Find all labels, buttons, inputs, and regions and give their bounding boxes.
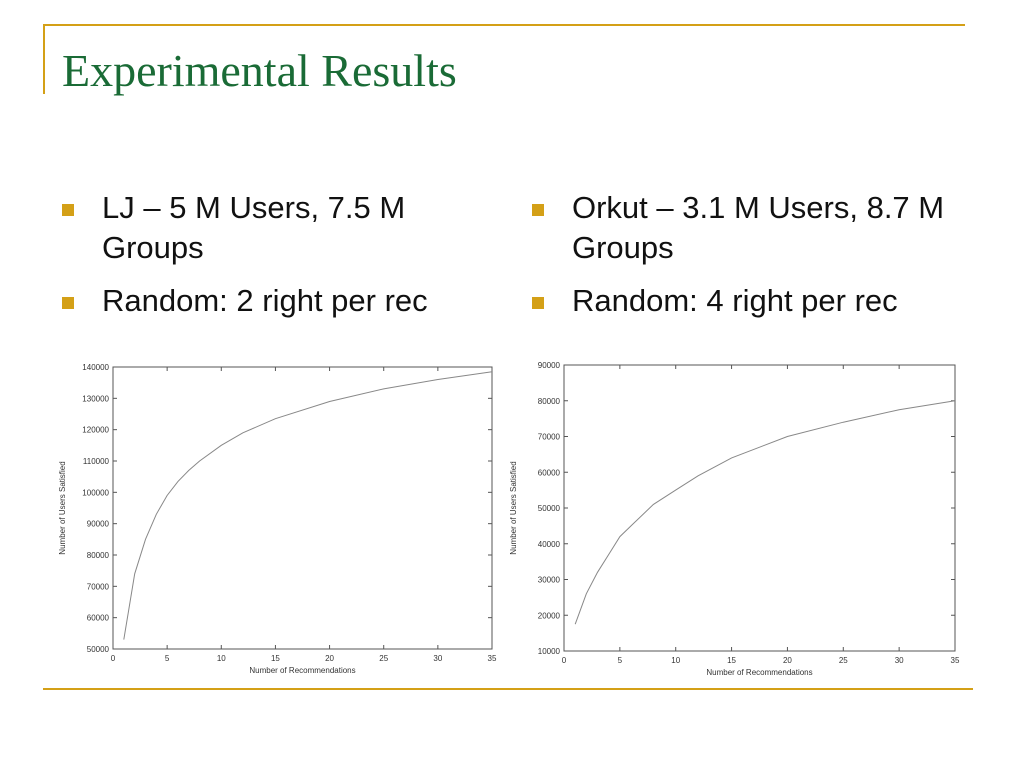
series-line — [123, 371, 493, 640]
orkut-chart-svg: 10000 20000 30000 40000 50000 60000 70000 80000… — [509, 361, 960, 677]
x-tick-label: 5 — [618, 656, 623, 665]
x-tick-label: 30 — [895, 656, 904, 665]
y-tick-label: 140000 — [82, 363, 109, 372]
y-tick-label: 50000 — [538, 504, 561, 513]
x-tick-label: 25 — [379, 654, 388, 663]
bullet-item: Orkut – 3.1 M Users, 8.7 M Groups — [532, 188, 952, 268]
y-tick-label: 120000 — [82, 426, 109, 435]
y-tick-label: 100000 — [82, 488, 109, 497]
square-bullet-icon — [532, 297, 544, 309]
right-bullet-list: Orkut – 3.1 M Users, 8.7 M Groups Random… — [532, 188, 952, 334]
orkut-chart: 10000 20000 30000 40000 50000 60000 70000 80000… — [505, 355, 965, 685]
y-tick-label: 70000 — [87, 582, 110, 591]
y-tick-label: 60000 — [87, 614, 110, 623]
x-tick-label: 15 — [727, 656, 736, 665]
square-bullet-icon — [62, 297, 74, 309]
x-tick-label: 35 — [951, 656, 960, 665]
x-tick-label: 5 — [165, 654, 170, 663]
x-tick-label: 20 — [783, 656, 792, 665]
series-line — [574, 400, 956, 625]
bullet-text: Random: 2 right per rec — [102, 283, 428, 318]
x-tick-label: 35 — [488, 654, 497, 663]
y-tick-label: 90000 — [538, 361, 561, 370]
square-bullet-icon — [532, 204, 544, 216]
slide-title: Experimental Results — [62, 45, 457, 96]
x-tick-label: 25 — [839, 656, 848, 665]
y-tick-label: 30000 — [538, 576, 561, 585]
y-tick-label: 20000 — [538, 611, 561, 620]
y-tick-label: 50000 — [87, 645, 110, 654]
x-tick-label: 20 — [325, 654, 334, 663]
x-axis-label: Number of Recommendations — [706, 668, 812, 677]
bullet-item: LJ – 5 M Users, 7.5 M Groups — [62, 188, 482, 268]
x-tick-label: 10 — [671, 656, 680, 665]
y-tick-label: 80000 — [87, 551, 110, 560]
x-tick-label: 10 — [217, 654, 226, 663]
x-tick-label: 0 — [111, 654, 116, 663]
frame-left-rule — [43, 24, 45, 94]
plot-frame — [563, 364, 956, 652]
y-tick-label: 60000 — [538, 468, 561, 477]
left-bullet-list: LJ – 5 M Users, 7.5 M Groups Random: 2 r… — [62, 188, 482, 334]
y-tick-label: 10000 — [538, 647, 561, 656]
bullet-item: Random: 4 right per rec — [532, 281, 952, 321]
x-tick-label: 0 — [562, 656, 567, 665]
bullet-text: Orkut – 3.1 M Users, 8.7 M Groups — [572, 190, 945, 265]
x-axis-label: Number of Recommendations — [249, 666, 355, 675]
bullet-text: Random: 4 right per rec — [572, 283, 898, 318]
frame-bottom-rule — [43, 688, 973, 690]
y-tick-label: 130000 — [82, 394, 109, 403]
y-tick-label: 80000 — [538, 397, 561, 406]
plot-frame — [112, 366, 493, 650]
bullet-text: LJ – 5 M Users, 7.5 M Groups — [102, 190, 406, 265]
frame-top-rule — [43, 24, 965, 26]
y-tick-label: 110000 — [83, 457, 110, 466]
lj-chart: 50000 60000 70000 80000 90000 100000 110000 120… — [50, 355, 500, 685]
x-tick-label: 15 — [271, 654, 280, 663]
y-axis-label: Number of Users Satisfied — [509, 461, 518, 554]
y-tick-label: 90000 — [87, 520, 110, 529]
bullet-item: Random: 2 right per rec — [62, 281, 482, 321]
lj-chart-svg: 50000 60000 70000 80000 90000 100000 110000 120… — [58, 363, 497, 675]
y-axis-label: Number of Users Satisfied — [58, 461, 67, 554]
square-bullet-icon — [62, 204, 74, 216]
y-tick-label: 40000 — [538, 540, 561, 549]
x-tick-label: 30 — [433, 654, 442, 663]
y-tick-label: 70000 — [538, 433, 561, 442]
